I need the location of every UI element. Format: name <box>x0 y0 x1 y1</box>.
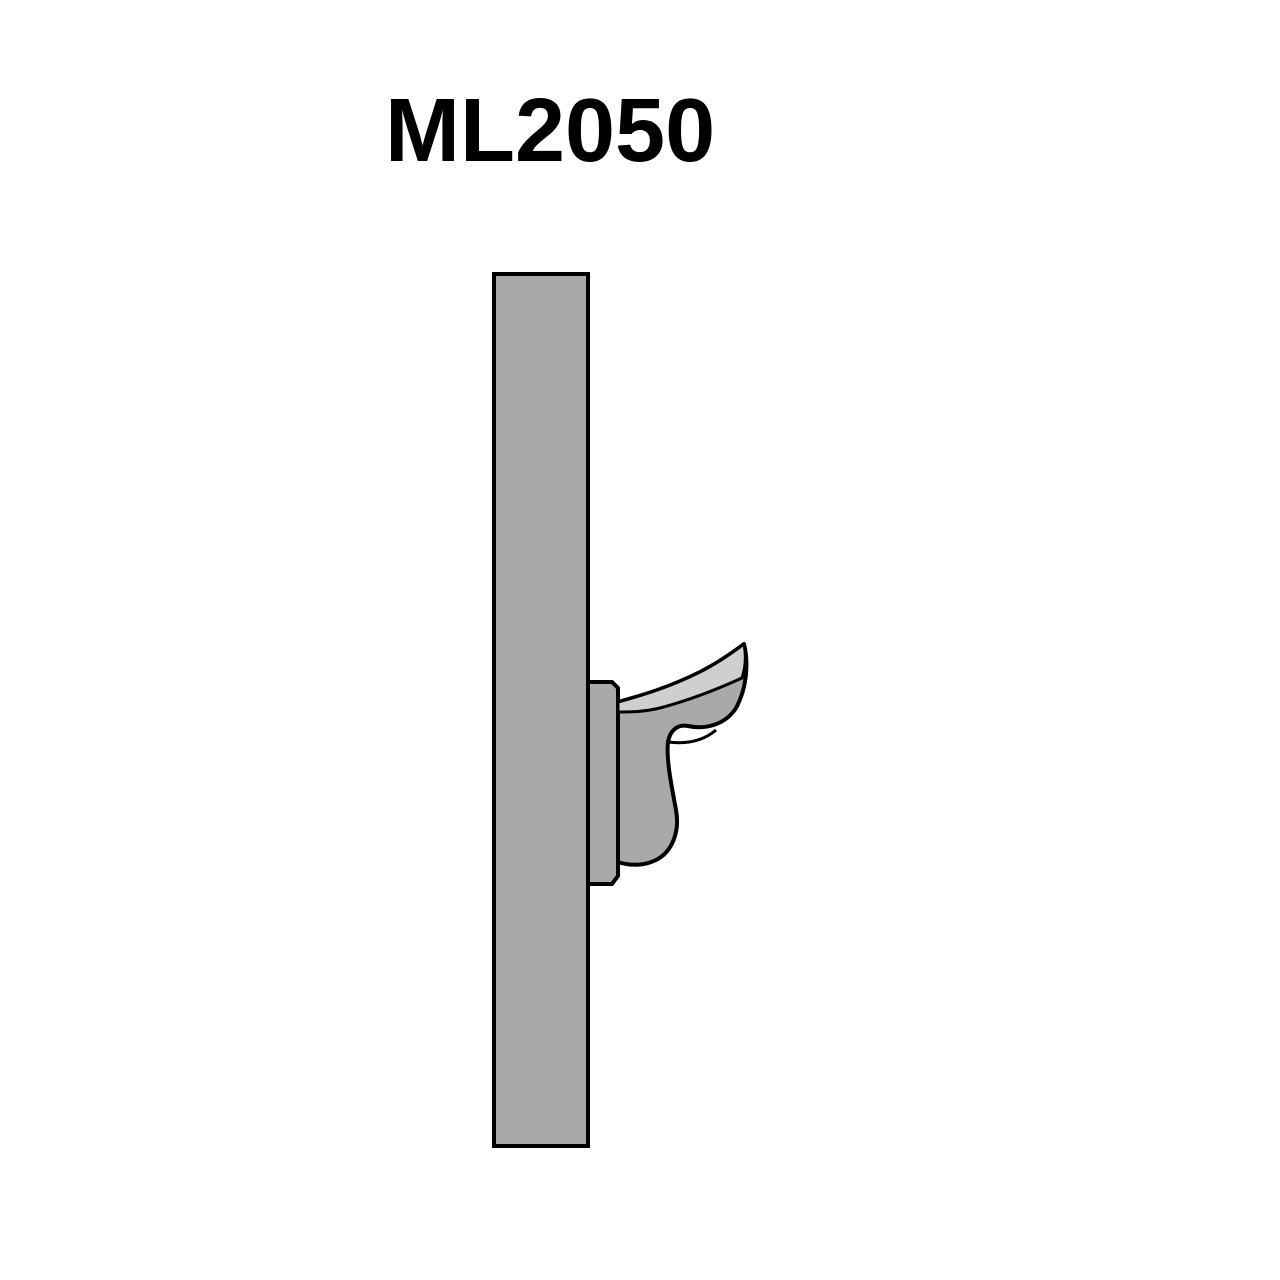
thumbturn-inner-line <box>668 730 716 743</box>
diagram-canvas: ML2050 <box>0 0 1280 1280</box>
thumbturn-base <box>588 682 618 884</box>
thumbturn <box>588 644 746 884</box>
escutcheon-plate <box>494 274 588 1146</box>
lock-trim-drawing <box>0 0 1280 1280</box>
